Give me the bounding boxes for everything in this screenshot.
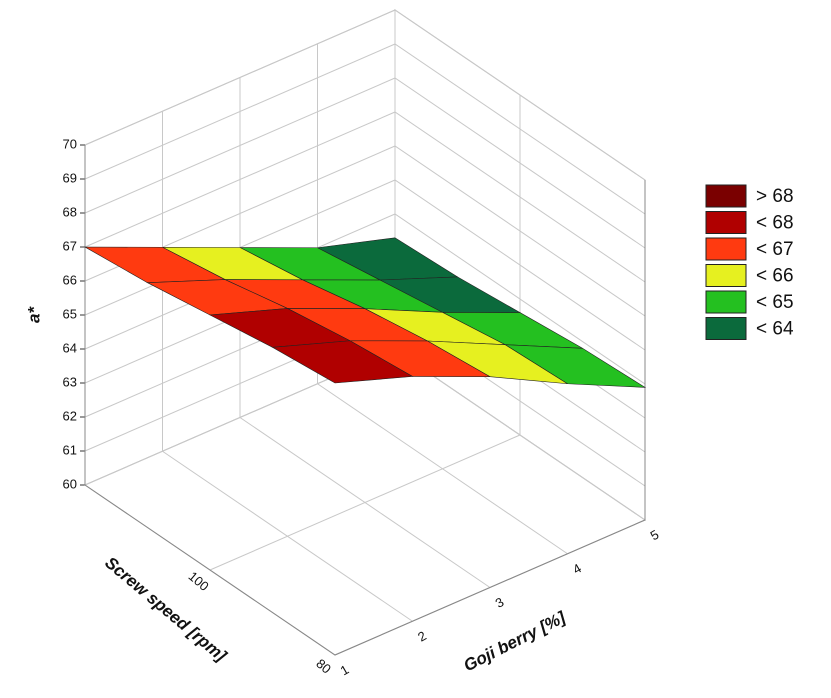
grid-line [162,111,413,622]
x-tick-label: 2 [415,628,429,645]
z-tick-label: 69 [63,170,77,185]
legend-swatch [705,237,747,261]
surface-cell [271,340,414,384]
legend-swatch [705,184,747,208]
x-tick-label: 3 [493,594,507,611]
z-tick-label: 65 [63,306,77,321]
z-axis-title: a* [24,306,43,323]
x-tick-label: 4 [570,561,584,578]
legend-label: < 66 [756,266,794,287]
grid-line [317,43,568,555]
y-tick-label: 100 [186,568,212,593]
z-tick-label: 67 [63,238,77,253]
x-tick-label: 5 [648,527,662,544]
y-tick-label: 80 [313,656,334,677]
z-tick-label: 68 [63,204,77,219]
x-tick-label: 1 [338,662,352,679]
z-tick-label: 66 [63,272,77,287]
z-tick-label: 62 [63,408,77,423]
legend-swatch [705,317,747,340]
legend-swatch [705,264,747,287]
grid-line [209,95,521,571]
legend: > 68 < 68 < 67 < 66 < 65 < 64 [705,184,794,340]
x-axis-title: Goji berry [%] [461,607,570,675]
z-tick-label: 63 [63,374,77,389]
legend-label: < 64 [756,319,794,340]
legend-swatch [705,290,747,314]
grid-line [239,77,491,588]
z-tick-label: 64 [63,340,77,355]
z-tick-label: 60 [63,476,77,491]
legend-label: < 68 [756,213,794,234]
legend-label: < 67 [756,239,794,260]
legend-label: < 65 [756,292,794,313]
axis-line [84,145,646,656]
legend-label: > 68 [756,186,794,207]
legend-swatch [705,211,747,234]
z-tick-label: 70 [63,136,77,151]
z-tick-label: 61 [63,442,77,457]
